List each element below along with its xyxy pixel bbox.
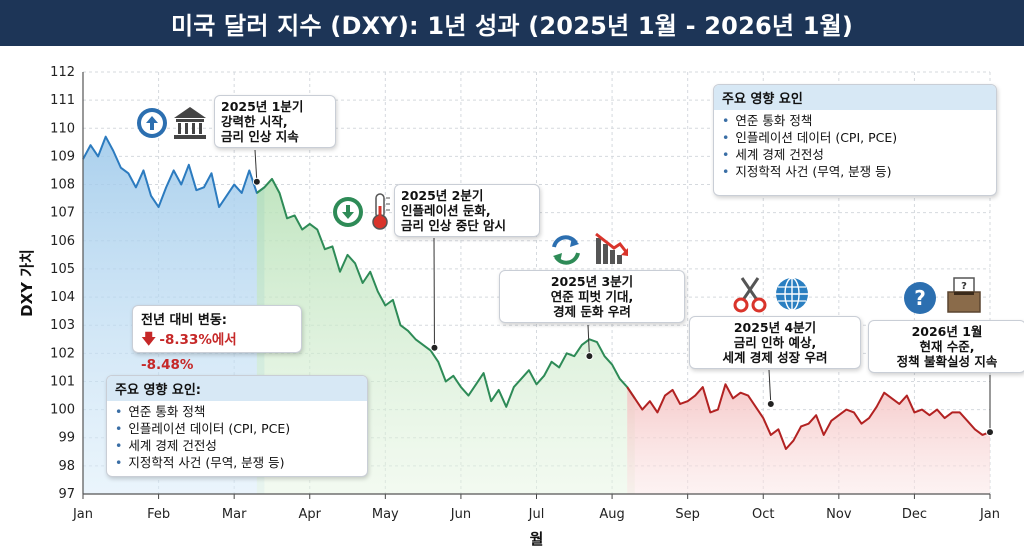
ballot-box-icon: ? bbox=[947, 277, 981, 313]
line-q4 bbox=[626, 383, 991, 450]
annotation-point bbox=[585, 352, 594, 361]
down-arrow-icon: 🡇 bbox=[141, 330, 157, 348]
annotation-point bbox=[766, 399, 775, 408]
svg-text:?: ? bbox=[914, 286, 926, 310]
annotation-q1-line3: 금리 인상 지속 bbox=[221, 129, 299, 144]
x-tick-label: Jan bbox=[72, 507, 93, 522]
annotation-q1-line2: 강력한 시작, bbox=[221, 114, 288, 129]
x-tick-label: Aug bbox=[599, 507, 624, 522]
y-tick-label: 109 bbox=[50, 149, 75, 164]
annotation-jan2026: 2026년 1월 현재 수준, 정책 불확실성 지속 bbox=[868, 320, 1024, 373]
factors-title-alt: 주요 영향 요인: bbox=[107, 376, 367, 401]
factor-item: 인플레이션 데이터 (CPI, PCE) bbox=[722, 129, 988, 146]
series-lines bbox=[82, 135, 991, 450]
annotation-q2-line1: 2025년 2분기 bbox=[401, 188, 484, 203]
y-tick-label: 103 bbox=[50, 318, 75, 333]
factor-item: 인플레이션 데이터 (CPI, PCE) bbox=[115, 420, 359, 437]
x-tick-label: Jun bbox=[450, 507, 471, 522]
question-circle-icon: ? bbox=[904, 282, 936, 314]
annotation-leader bbox=[768, 369, 772, 404]
factor-item: 연준 통화 정책 bbox=[115, 403, 359, 420]
area-q4 bbox=[627, 384, 990, 494]
y-tick-label: 105 bbox=[50, 262, 75, 277]
annotation-jan2026-line3: 정책 불확실성 지속 bbox=[896, 354, 998, 369]
bank-icon bbox=[174, 107, 206, 139]
y-axis-label: DXY 가치 bbox=[18, 249, 36, 317]
annotation-q4: 2025년 4분기 금리 인하 예상, 세계 경제 성장 우려 bbox=[689, 316, 861, 369]
factors-box-top: 주요 영향 요인 연준 통화 정책 인플레이션 데이터 (CPI, PCE) 세… bbox=[713, 84, 997, 196]
x-tick-label: May bbox=[372, 507, 399, 522]
y-tick-label: 100 bbox=[50, 403, 75, 418]
yoy-change-box: 전년 대비 변동: 🡇 -8.33%에서 -8.48% bbox=[132, 305, 302, 373]
x-tick-label: Dec bbox=[902, 507, 927, 522]
scissors-icon bbox=[733, 277, 767, 313]
y-tick-label: 101 bbox=[50, 374, 75, 389]
y-tick-label: 112 bbox=[50, 65, 75, 80]
annotation-leaders bbox=[252, 149, 994, 437]
svg-text:?: ? bbox=[961, 281, 967, 292]
annotation-jan2026-line2: 현재 수준, bbox=[919, 339, 975, 354]
annotation-leader bbox=[254, 149, 258, 182]
annotation-q1: 2025년 1분기 강력한 시작, 금리 인상 지속 bbox=[214, 95, 336, 148]
annotation-q2: 2025년 2분기 인플레이션 둔화, 금리 인상 중단 암시 bbox=[394, 184, 540, 237]
annotation-q3-line2: 연준 피벗 기대, bbox=[550, 289, 634, 304]
annotation-q4-line1: 2025년 4분기 bbox=[733, 320, 817, 335]
up-arrow-circle-icon bbox=[137, 108, 167, 138]
page-title: 미국 달러 지수 (DXY): 1년 성과 (2025년 1월 - 2026년 … bbox=[0, 0, 1024, 46]
annotation-q2-line3: 금리 인상 중단 암시 bbox=[401, 218, 507, 233]
factors-list: 연준 통화 정책 인플레이션 데이터 (CPI, PCE) 세계 경제 건전성 … bbox=[714, 110, 996, 184]
yoy-change-label: 전년 대비 변동: bbox=[141, 313, 228, 328]
x-tick-label: Nov bbox=[826, 507, 852, 522]
x-tick-label: Mar bbox=[222, 507, 247, 522]
x-axis-label: 월 bbox=[530, 530, 544, 548]
yoy-change-value: -8.33%에서 -8.48% bbox=[141, 332, 237, 373]
annotation-q3: 2025년 3분기 연준 피벗 기대, 경제 둔화 우려 bbox=[499, 270, 685, 323]
y-tick-label: 102 bbox=[50, 346, 75, 361]
x-tick-label: Oct bbox=[752, 507, 774, 522]
thermometer-icon bbox=[372, 193, 390, 230]
y-tick-label: 98 bbox=[58, 459, 75, 474]
annotation-point bbox=[252, 177, 261, 186]
icons-layer: ? ? bbox=[137, 107, 981, 314]
annotation-q1-line1: 2025년 1분기 bbox=[221, 99, 304, 114]
y-tick-label: 107 bbox=[50, 206, 75, 221]
refresh-cycle-icon bbox=[552, 235, 580, 265]
factor-item: 지정학적 사건 (무역, 분쟁 등) bbox=[115, 454, 359, 471]
annotation-q3-line3: 경제 둔화 우려 bbox=[553, 304, 631, 319]
x-tick-label: Jul bbox=[528, 507, 545, 522]
factor-item: 연준 통화 정책 bbox=[722, 112, 988, 129]
factor-item: 세계 경제 건전성 bbox=[722, 146, 988, 163]
factor-item: 세계 경제 건전성 bbox=[115, 437, 359, 454]
down-arrow-circle-icon bbox=[333, 197, 363, 227]
x-tick-label: Jan bbox=[979, 507, 1000, 522]
line-q2-q3 bbox=[256, 177, 636, 408]
axes: 97 98 99 100 101 102 103 104 105 106 107 108 109 110 1… bbox=[18, 65, 1000, 548]
annotation-q3-line1: 2025년 3분기 bbox=[550, 274, 634, 289]
factors-box-bottom: 주요 영향 요인: 연준 통화 정책 인플레이션 데이터 (CPI, PCE) … bbox=[106, 375, 368, 477]
factors-title: 주요 영향 요인 bbox=[714, 85, 996, 110]
annotation-jan2026-line1: 2026년 1월 bbox=[911, 324, 983, 339]
annotation-q2-line2: 인플레이션 둔화, bbox=[401, 203, 491, 218]
x-tick-label: Feb bbox=[147, 507, 170, 522]
annotation-point bbox=[986, 428, 994, 437]
x-tick-label: Apr bbox=[299, 507, 322, 522]
y-tick-label: 106 bbox=[50, 234, 75, 249]
y-tick-label: 99 bbox=[58, 431, 75, 446]
annotation-q4-line2: 금리 인하 예상, bbox=[733, 335, 817, 350]
y-tick-label: 111 bbox=[50, 93, 75, 108]
declining-bars-icon bbox=[595, 232, 629, 264]
y-tick-label: 97 bbox=[58, 487, 75, 502]
x-tick-label: Sep bbox=[675, 507, 700, 522]
annotation-point bbox=[430, 343, 439, 352]
factors-list-alt: 연준 통화 정책 인플레이션 데이터 (CPI, PCE) 세계 경제 건전성 … bbox=[107, 401, 367, 475]
annotation-q4-line3: 세계 경제 성장 우려 bbox=[722, 350, 828, 365]
y-tick-label: 104 bbox=[50, 290, 75, 305]
factor-item: 지정학적 사건 (무역, 분쟁 등) bbox=[722, 163, 988, 180]
y-tick-label: 110 bbox=[50, 121, 75, 136]
line-q1 bbox=[82, 135, 265, 209]
y-tick-label: 108 bbox=[50, 178, 75, 193]
annotation-leader bbox=[587, 324, 590, 357]
globe-icon bbox=[776, 277, 808, 311]
